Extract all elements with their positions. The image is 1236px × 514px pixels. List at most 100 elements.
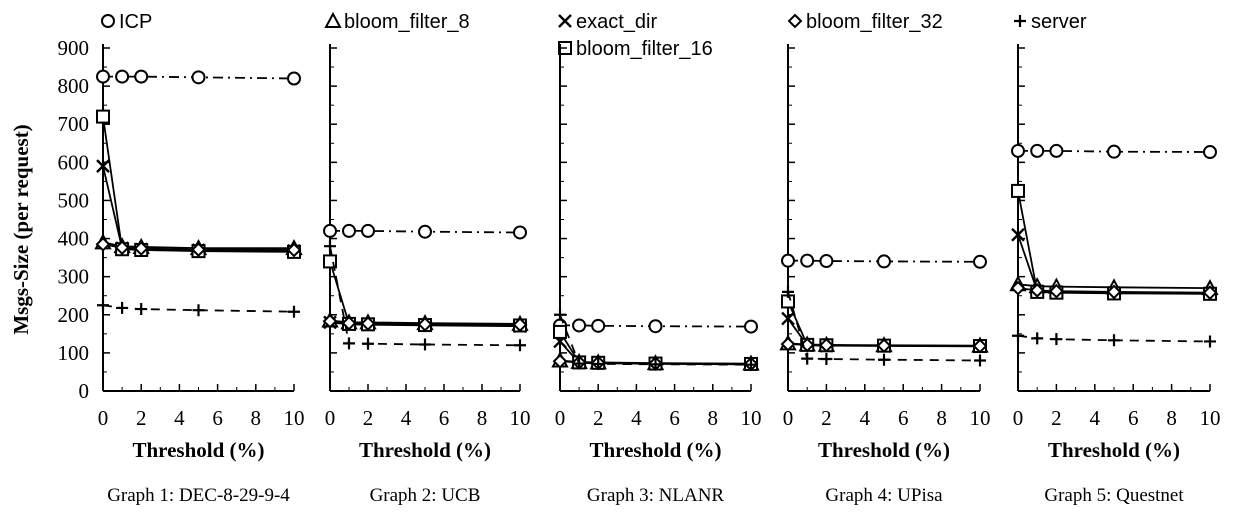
- y-tick-label: 100: [58, 341, 90, 365]
- data-point: [96, 159, 110, 173]
- data-point: [876, 338, 892, 354]
- y-tick-label: 700: [58, 112, 90, 136]
- x-tick-label: 10: [741, 406, 762, 430]
- x-tick-label: 6: [1128, 406, 1139, 430]
- series: [780, 336, 988, 354]
- x-tick-label: 0: [783, 406, 794, 430]
- x-tick-label: 4: [1090, 406, 1101, 430]
- series: [322, 313, 528, 333]
- x-tick-label: 2: [1051, 406, 1062, 430]
- x-marker-icon: [558, 14, 572, 28]
- data-point: [1108, 334, 1120, 347]
- data-point: [877, 254, 891, 269]
- series: [324, 240, 526, 352]
- series: [553, 318, 758, 334]
- x-tick-label: 2: [593, 406, 604, 430]
- data-point: [972, 338, 988, 354]
- data-point: [553, 324, 567, 339]
- x-tick-label: 8: [708, 406, 719, 430]
- legend-label: bloom_filter_32: [806, 11, 943, 33]
- data-point: [1204, 335, 1216, 348]
- data-point: [191, 70, 206, 85]
- legend-label: exact_dir: [576, 11, 657, 33]
- data-point: [95, 236, 111, 252]
- panel-caption: Graph 3: NLANR: [587, 485, 725, 506]
- data-point: [343, 337, 355, 350]
- data-point: [1012, 329, 1024, 342]
- x-tick-label: 6: [898, 406, 909, 430]
- x-tick-label: 8: [936, 406, 947, 430]
- data-point: [514, 339, 526, 352]
- panel-caption: Graph 2: UCB: [370, 485, 481, 506]
- data-point: [552, 353, 568, 369]
- x-tick-label: 8: [1166, 406, 1177, 430]
- data-point: [342, 223, 356, 238]
- series: [96, 109, 301, 259]
- data-point: [781, 253, 795, 268]
- x-axis-label: Threshold (%): [132, 438, 264, 462]
- data-point: [973, 254, 987, 269]
- data-point: [1049, 143, 1064, 158]
- data-point: [1030, 143, 1045, 158]
- x-tick-label: 2: [136, 406, 147, 430]
- y-tick-label: 500: [58, 188, 90, 212]
- data-point: [417, 316, 433, 332]
- data-point: [191, 242, 206, 258]
- series: [554, 308, 757, 371]
- x-tick-label: 0: [325, 406, 336, 430]
- data-point: [1011, 183, 1025, 198]
- data-point: [878, 353, 890, 366]
- data-point: [974, 354, 986, 367]
- series-line: [102, 165, 295, 252]
- panel: 0 2 4 6 8 10 Threshold (%) Graph 2: UCB: [321, 44, 531, 506]
- legend-label: server: [1031, 11, 1087, 33]
- legend-entry: exact_dir: [558, 11, 657, 33]
- data-point: [115, 69, 130, 84]
- x-tick-label: 6: [669, 406, 680, 430]
- series: [1012, 329, 1216, 348]
- x-tick-label: 10: [970, 406, 991, 430]
- data-point: [782, 285, 794, 298]
- y-tick-label: 900: [58, 36, 90, 60]
- panel-caption: Graph 4: UPisa: [825, 485, 943, 506]
- y-tick-label: 800: [58, 74, 90, 98]
- data-point: [1203, 145, 1217, 160]
- x-tick-label: 2: [821, 406, 832, 430]
- data-point: [1031, 332, 1044, 345]
- x-tick-label: 10: [284, 406, 305, 430]
- series: [95, 236, 302, 258]
- data-point: [1010, 280, 1026, 296]
- data-point: [361, 223, 375, 238]
- series: [1010, 280, 1218, 301]
- data-point: [591, 318, 606, 333]
- data-point: [1050, 333, 1063, 346]
- x-tick-label: 4: [174, 406, 185, 430]
- panel: 0 100 200 300 400 500 600 700 800 900 0 2 4 6 8 10 Thres…: [58, 36, 305, 506]
- data-point: [1011, 227, 1025, 242]
- x-axis-label: Threshold (%): [359, 438, 491, 462]
- legend-entry: bloom_filter_8: [324, 11, 470, 33]
- data-point: [780, 336, 796, 352]
- data-point: [1106, 284, 1122, 300]
- data-point: [744, 319, 758, 334]
- data-point: [133, 241, 149, 256]
- x-tick-label: 6: [212, 406, 223, 430]
- x-tick-label: 8: [477, 406, 488, 430]
- triangle-marker-icon: [324, 11, 342, 28]
- x-tick-label: 0: [555, 406, 566, 430]
- data-point: [360, 316, 376, 331]
- data-point: [135, 303, 148, 316]
- legend-label: bloom_filter_16: [576, 38, 713, 60]
- series: [96, 69, 301, 86]
- legend-entry: server: [1014, 11, 1087, 33]
- panel-caption: Graph 5: Questnet: [1044, 485, 1184, 506]
- data-point: [288, 305, 300, 318]
- x-tick-label: 0: [98, 406, 109, 430]
- data-point: [801, 352, 814, 365]
- x-tick-label: 8: [251, 406, 262, 430]
- series: [97, 299, 300, 318]
- legend-label: ICP: [119, 11, 152, 33]
- series: [781, 253, 987, 269]
- data-point: [97, 299, 109, 312]
